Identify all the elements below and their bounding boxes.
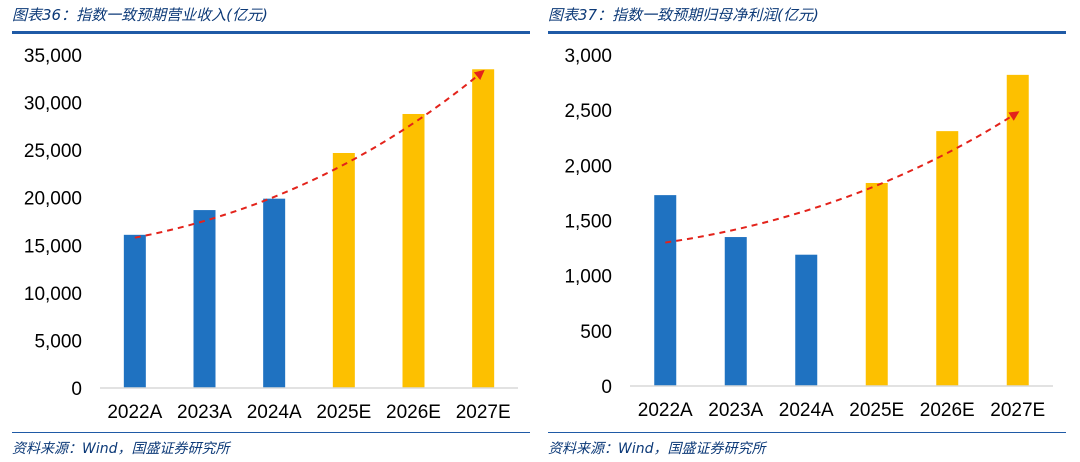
bar-2024a bbox=[263, 198, 286, 388]
y-tick-label: 500 bbox=[580, 322, 612, 343]
y-tick-label: 20,000 bbox=[24, 189, 82, 210]
y-tick-label: 0 bbox=[71, 379, 82, 400]
y-tick-label: 2,000 bbox=[564, 156, 612, 177]
y-tick-label: 1,500 bbox=[564, 212, 612, 233]
y-tick-label: 5,000 bbox=[34, 331, 82, 352]
y-tick-label: 30,000 bbox=[24, 94, 82, 115]
source-rule bbox=[548, 432, 1066, 433]
net-profit-chart-panel: 图表37：指数一致预期归母净利润(亿元) 0 500 1,000 1,500 2,000… bbox=[548, 0, 1074, 462]
revenue-bar-chart: 0 5,000 10,000 15,000 20,000 25,000 30,000 35,0… bbox=[24, 46, 518, 423]
y-tick-label: 3,000 bbox=[564, 46, 612, 67]
x-tick-label: 2026E bbox=[386, 402, 441, 423]
bar-2024a bbox=[795, 254, 818, 386]
bar-2022a bbox=[123, 234, 146, 388]
title-rule bbox=[548, 31, 1066, 34]
trend-arrow-line bbox=[665, 111, 1020, 244]
bar-2023a bbox=[724, 237, 747, 386]
y-tick-label: 1,000 bbox=[564, 267, 612, 288]
x-tick-label: 2025E bbox=[316, 402, 371, 423]
bar-2027e bbox=[1006, 74, 1029, 387]
x-tick-label: 2027E bbox=[456, 402, 511, 423]
bar-2022a bbox=[654, 195, 677, 386]
bar-2023a bbox=[193, 210, 216, 388]
bar-2027e bbox=[472, 69, 495, 388]
y-tick-label: 0 bbox=[601, 377, 612, 398]
trend-arrow-line bbox=[134, 69, 485, 239]
bar-2025e bbox=[332, 152, 355, 388]
x-tick-label: 2024A bbox=[247, 402, 302, 423]
y-tick-label: 2,500 bbox=[564, 101, 612, 122]
net-profit-bar-chart: 0 500 1,000 1,500 2,000 2,500 3,000 2022A 2023A 2… bbox=[564, 46, 1053, 421]
chart-source: 资料来源：Wind，国盛证券研究所 bbox=[12, 441, 230, 457]
revenue-chart-panel: 图表36：指数一致预期营业收入(亿元) 0 5,000 10,000 15,000 20… bbox=[12, 0, 538, 462]
chart-title: 图表36：指数一致预期营业收入(亿元) bbox=[12, 6, 268, 24]
x-tick-label: 2022A bbox=[107, 402, 162, 423]
y-tick-label: 10,000 bbox=[24, 284, 82, 305]
x-tick-label: 2027E bbox=[990, 400, 1045, 421]
source-rule bbox=[12, 432, 530, 433]
bar-2025e bbox=[865, 182, 888, 386]
y-tick-label: 35,000 bbox=[24, 46, 82, 67]
x-tick-label: 2022A bbox=[638, 400, 693, 421]
y-tick-label: 15,000 bbox=[24, 236, 82, 257]
chart-title: 图表37：指数一致预期归母净利润(亿元) bbox=[548, 6, 819, 24]
x-tick-label: 2023A bbox=[177, 402, 232, 423]
chart-source: 资料来源：Wind，国盛证券研究所 bbox=[548, 441, 766, 457]
x-tick-label: 2025E bbox=[849, 400, 904, 421]
y-tick-label: 25,000 bbox=[24, 141, 82, 162]
bar-2026e bbox=[402, 113, 425, 388]
x-tick-label: 2026E bbox=[920, 400, 975, 421]
x-tick-label: 2024A bbox=[779, 400, 834, 421]
bar-2026e bbox=[936, 131, 959, 386]
x-tick-label: 2023A bbox=[708, 400, 763, 421]
title-rule bbox=[12, 31, 530, 34]
